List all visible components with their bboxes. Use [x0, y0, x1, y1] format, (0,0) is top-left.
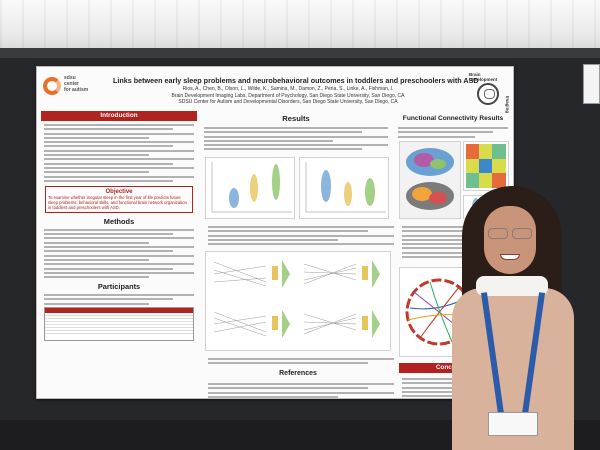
poster-affiliation-2: SDSU Center for Autism and Developmental…: [178, 99, 398, 105]
poster-title: Links between early sleep problems and n…: [113, 76, 479, 85]
references-heading: References: [279, 370, 317, 377]
participants-table: [44, 307, 194, 342]
neighbor-poster-edge: [583, 64, 600, 104]
figure-longitudinal-plots: [205, 251, 391, 351]
results-text-2: [208, 226, 394, 247]
methods-heading: Methods: [103, 216, 135, 226]
head-silhouette-icon: [477, 83, 499, 105]
right-column: Functional Connectivity Results: [395, 113, 511, 140]
brain-rendering-graphic: [406, 148, 454, 210]
left-column: Introduction Objective To examine whethe…: [41, 111, 197, 342]
violin-plot-graphic: [211, 162, 292, 213]
board-top-rail: [0, 48, 600, 58]
glasses-icon: [486, 228, 534, 240]
results-heading: Results: [282, 114, 310, 123]
sdsu-center-for-autism-logo: sdsu center for autism: [43, 75, 105, 97]
connectivity-matrix-graphic: [466, 144, 506, 188]
participants-text: [44, 294, 194, 305]
introduction-text: [44, 124, 194, 182]
figure-violin-plots-left: [205, 157, 295, 219]
fc-results-text: [398, 127, 508, 138]
figure-violin-plots-right: [299, 157, 389, 219]
name-badge: [488, 412, 538, 436]
objective-heading: Objective: [105, 188, 133, 195]
participants-heading: Participants: [97, 282, 141, 292]
figure-caption: [208, 358, 394, 367]
methods-text: [44, 228, 194, 279]
poster-authors: Rios, A., Chen, B., Olson, L., Wilde, K.…: [182, 86, 394, 92]
center-column: Results: [201, 113, 391, 153]
presenter-collar: [476, 276, 548, 296]
presenter-face: [484, 206, 536, 274]
references-text: [208, 383, 394, 398]
poster-affiliation-1: Brain Development Imaging Labs, Departme…: [171, 93, 405, 99]
brain-development-imaging-labs-logo: Brain Development Imaging: [469, 72, 511, 114]
objective-box: Objective To examine whether irregular s…: [45, 185, 193, 213]
fc-results-heading: Functional Connectivity Results: [402, 115, 504, 122]
fc-results-text-2: [402, 226, 513, 260]
presenter-smile: [500, 254, 520, 260]
figure-connectivity-matrix: [463, 141, 509, 191]
autism-center-logo-icon: [43, 77, 61, 95]
violin-plot-graphic: [305, 162, 386, 213]
results-text: [204, 127, 388, 151]
objective-text: To examine whether irregular sleep in th…: [48, 194, 187, 210]
introduction-heading: Introduction: [41, 111, 197, 121]
presenter-person: [430, 180, 600, 450]
longitudinal-plot-graphic: [213, 260, 380, 338]
background-wall: [0, 0, 600, 50]
figure-brain-renderings: [399, 141, 461, 219]
